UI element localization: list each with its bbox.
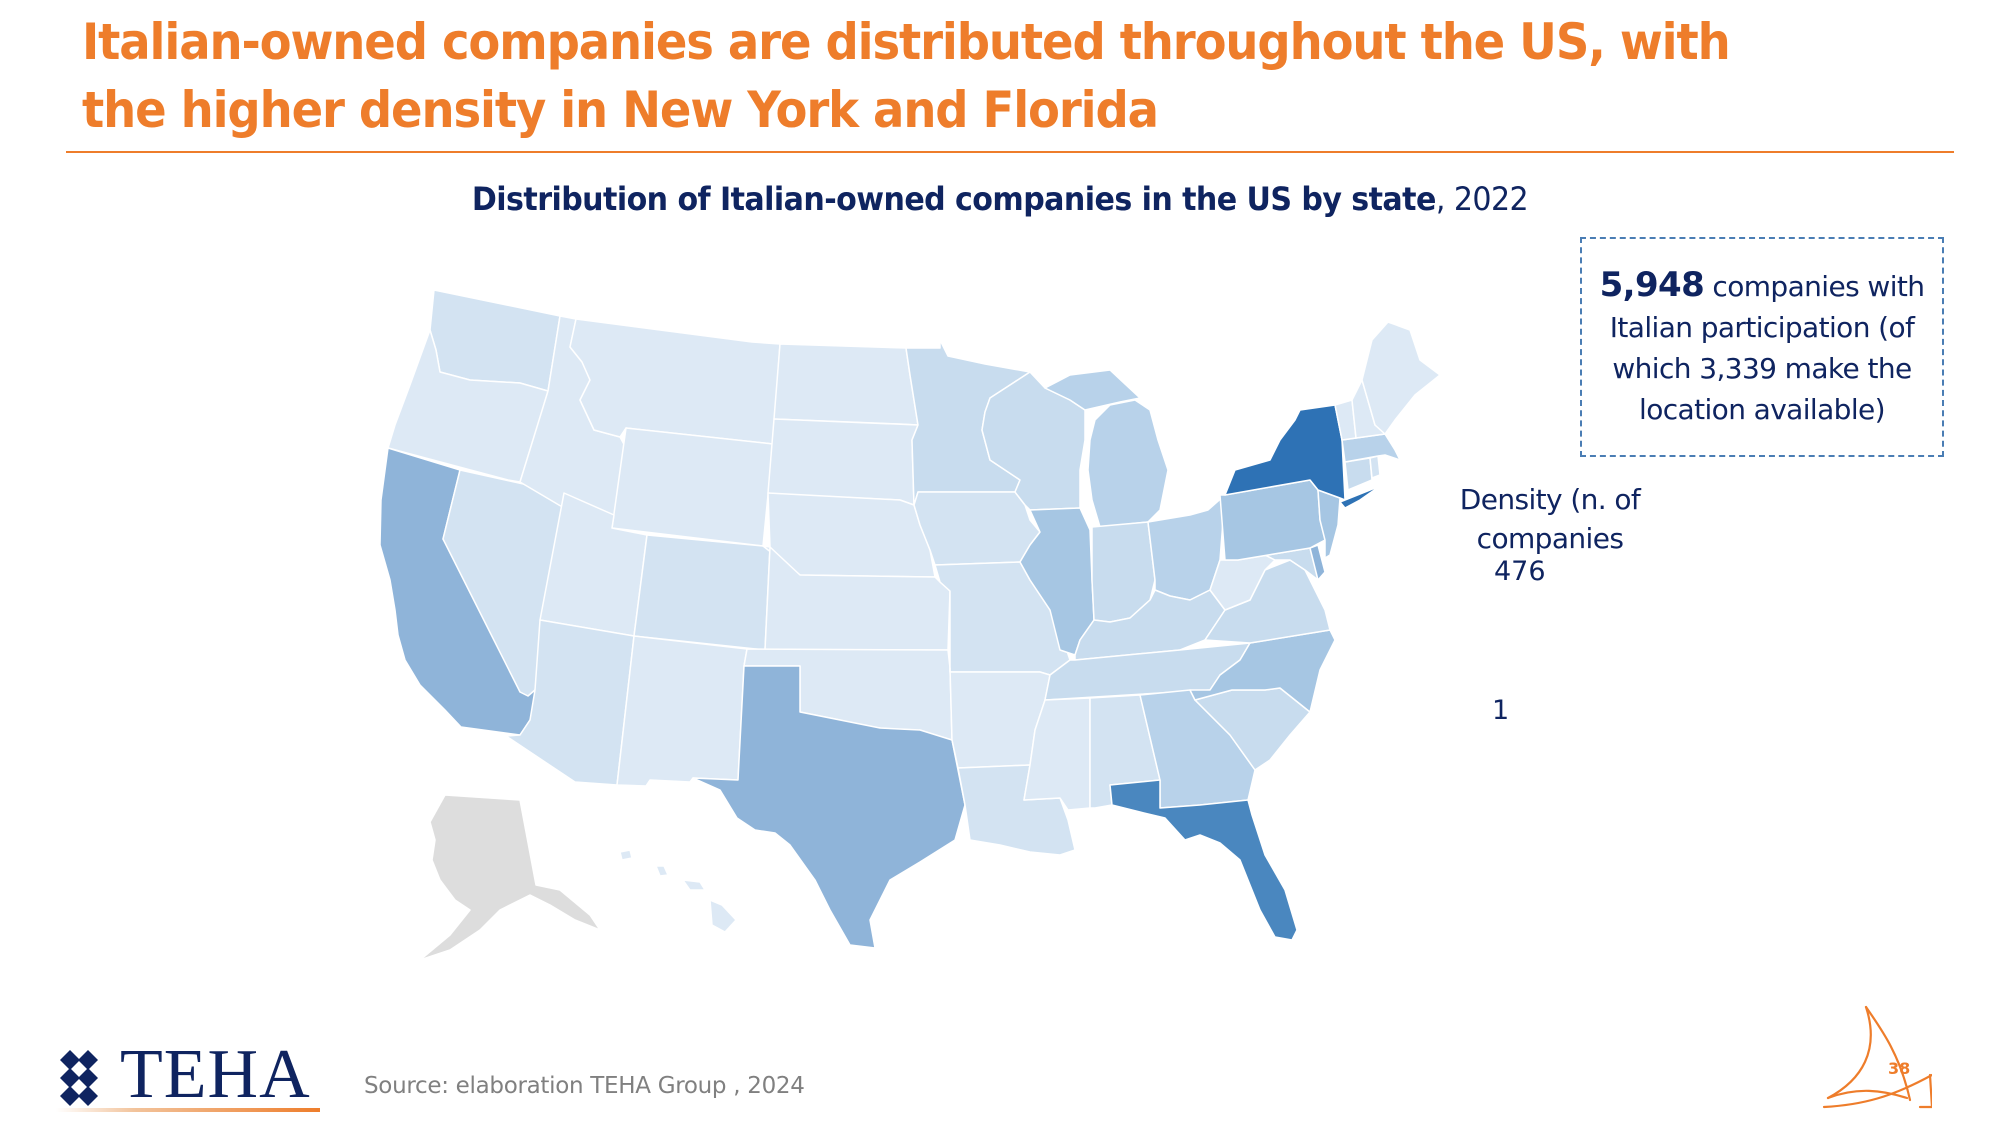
- state-co: [633, 534, 771, 651]
- sail-icon: [1822, 1005, 1932, 1109]
- state-nm: [616, 635, 748, 787]
- teha-logo: TEHA: [56, 1040, 320, 1112]
- legend-title: Density (n. of companies: [1459, 483, 1641, 555]
- logo-underline: [56, 1108, 320, 1112]
- summary-callout: 5,948 companies with Italian participati…: [1580, 237, 1944, 457]
- state-ne: [762, 492, 936, 578]
- callout-text: 5,948 companies with Italian participati…: [1592, 265, 1932, 430]
- chart-title-year: , 2022: [1435, 180, 1529, 218]
- state-ak: [419, 794, 601, 961]
- state-fl: [1109, 779, 1298, 941]
- chart-title: Distribution of Italian-owned companies …: [60, 180, 1940, 218]
- state-wi: [981, 371, 1086, 511]
- logo-wordmark: TEHA: [120, 1036, 311, 1113]
- company-total: 5,948: [1599, 264, 1705, 305]
- state-ct: [1344, 457, 1373, 491]
- legend-max-label: 476: [1494, 556, 1546, 587]
- state-me: [1361, 321, 1441, 435]
- state-ks: [764, 546, 951, 651]
- state-mi: [1044, 369, 1169, 528]
- slide-title: Italian-owned companies are distributed …: [82, 13, 1731, 139]
- title-divider: [66, 151, 1954, 153]
- teha-diamond-icon: [60, 1050, 98, 1106]
- state-ri: [1369, 455, 1381, 479]
- state-ma: [1341, 433, 1401, 463]
- state-nj: [1317, 489, 1341, 559]
- source-note: Source: elaboration TEHA Group , 2024: [364, 1073, 805, 1099]
- callout-description: companies with Italian participation (of…: [1609, 269, 1925, 426]
- state-nd: [773, 343, 919, 426]
- chart-title-main: Distribution of Italian-owned companies …: [471, 180, 1437, 218]
- state-mt: [569, 318, 781, 445]
- state-wy: [611, 427, 774, 547]
- state-sd: [767, 418, 919, 506]
- state-hi: [619, 849, 737, 933]
- state-tx: [692, 665, 966, 949]
- legend-min-label: 1: [1492, 695, 1510, 726]
- state-ia: [913, 491, 1041, 566]
- state-il: [1019, 507, 1095, 656]
- page-number: 38: [1888, 1059, 1911, 1078]
- state-nc: [1189, 629, 1336, 713]
